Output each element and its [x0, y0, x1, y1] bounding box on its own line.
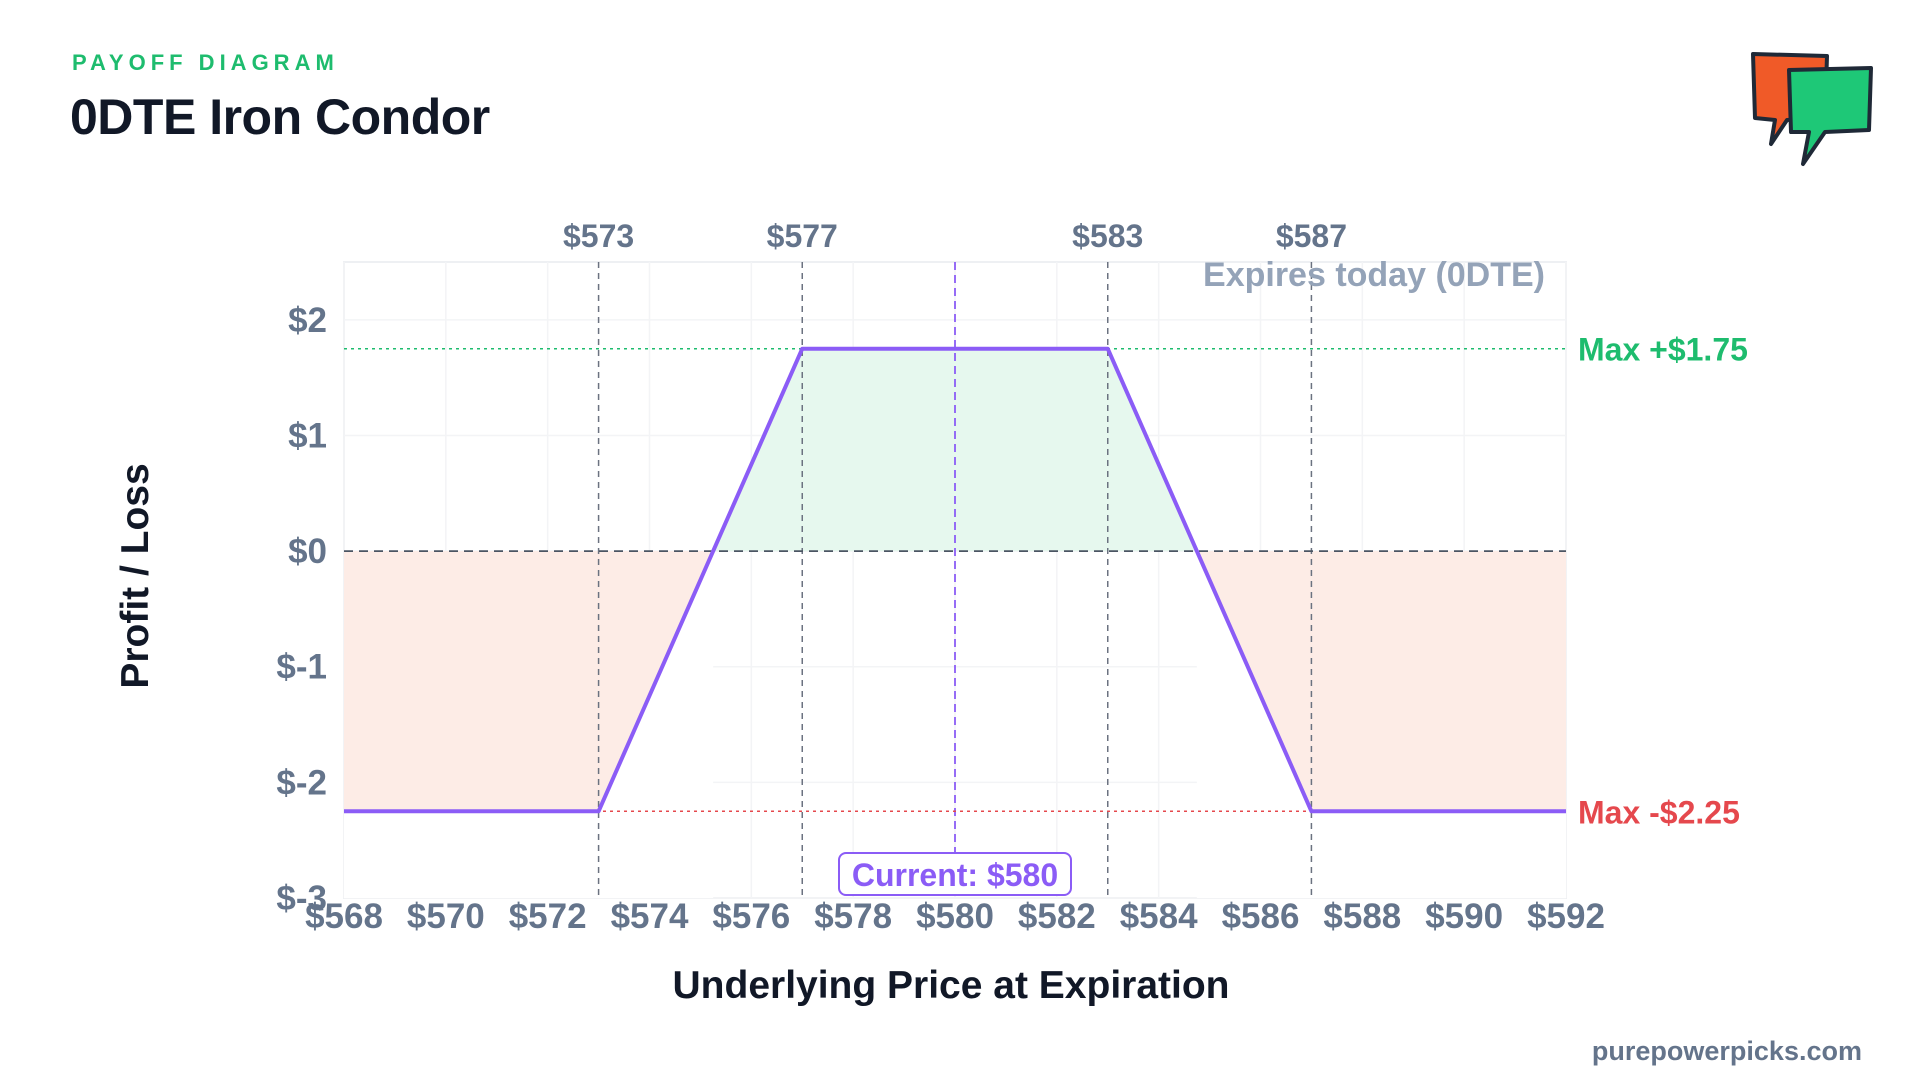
x-tick-label: $584 [1120, 897, 1198, 936]
y-tick-label: $1 [288, 416, 327, 455]
y-axis-title: Profit / Loss [114, 463, 157, 688]
x-tick-label: $582 [1018, 897, 1096, 936]
footer-site: purepowerpicks.com [1591, 1036, 1862, 1066]
x-tick-label: $586 [1222, 897, 1300, 936]
strike-label: $583 [1072, 218, 1143, 254]
x-tick-label: $570 [407, 897, 485, 936]
x-tick-label: $592 [1527, 897, 1605, 936]
y-tick-label: $2 [288, 301, 327, 340]
x-tick-label: $578 [814, 897, 892, 936]
chart-labels: $573 $577 $583 $587 Max +$1.75 Max -$2.25 $2 $1… [276, 218, 1748, 936]
x-tick-label: $568 [305, 897, 383, 936]
x-tick-label: $572 [509, 897, 587, 936]
strike-label: $573 [563, 218, 634, 254]
payoff-line [344, 346, 1566, 814]
x-tick-label: $590 [1425, 897, 1503, 936]
x-axis-title: Underlying Price at Expiration [673, 964, 1230, 1007]
x-tick-label: $574 [611, 897, 689, 936]
y-tick-label: $-3 [276, 879, 327, 918]
payoff-series [343, 346, 1567, 814]
speech-bubbles-icon [1751, 52, 1873, 166]
y-tick-label: $0 [288, 532, 327, 571]
loss-mask-left [598, 551, 714, 898]
expiry-note: Expires today (0DTE) [1203, 256, 1545, 294]
x-tick-label: $576 [712, 897, 790, 936]
max-profit-label: Max +$1.75 [1578, 332, 1748, 368]
strike-label: $587 [1276, 218, 1347, 254]
current-price-badge [838, 852, 1072, 896]
max-loss-label: Max -$2.25 [1578, 794, 1740, 830]
page-title: 0DTE Iron Condor [70, 89, 490, 145]
x-tick-label: $580 [916, 897, 994, 936]
y-tick-label: $-1 [276, 648, 327, 687]
x-tick-label: $588 [1323, 897, 1401, 936]
current-price-label: Current: $580 [852, 857, 1058, 893]
strike-label: $577 [767, 218, 838, 254]
loss-region-base-right [1311, 811, 1566, 898]
loss-region-base-left [344, 811, 599, 898]
eyebrow-label: PAYOFF DIAGRAM [72, 50, 339, 75]
y-tick-label: $-2 [276, 763, 327, 802]
